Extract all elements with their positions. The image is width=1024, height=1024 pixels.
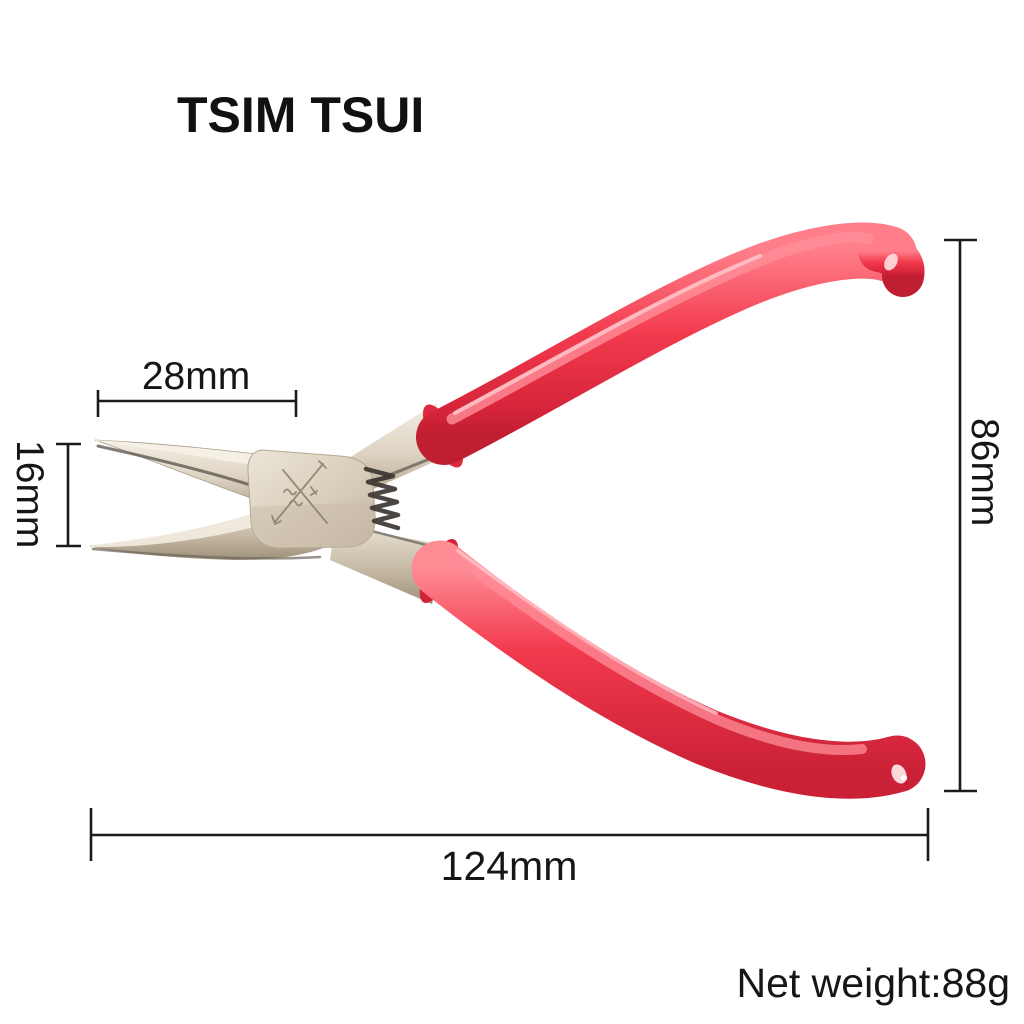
handle-bottom-specular-dot <box>900 774 908 782</box>
dim-line-overall-length <box>89 808 930 861</box>
dim-line-handle-height <box>944 238 977 793</box>
handle-top-sheen-bright <box>453 254 762 415</box>
jaw-top-highlight <box>96 440 295 470</box>
handle-bottom-body <box>411 540 926 799</box>
handle-top-body <box>416 222 917 465</box>
dim-label-jaw-length: 28mm <box>141 355 251 398</box>
jaw-bottom-seam <box>91 547 322 560</box>
dim-label-overall-length: 124mm <box>440 843 578 889</box>
pivot-plate <box>247 449 376 549</box>
dim-label-handle-height: 86mm <box>962 418 1006 527</box>
net-weight-label: Net weight:88g <box>736 960 1010 1006</box>
pivot-plate-shadow <box>251 502 376 548</box>
pivot-engraving <box>271 460 328 526</box>
handle-top-specular <box>884 253 898 271</box>
spring <box>363 466 401 531</box>
brand-title: TSIM TSUI <box>177 87 425 143</box>
dim-line-jaw-length <box>96 390 298 417</box>
dim-line-jaw-opening <box>56 442 81 548</box>
dim-label-jaw-opening: 16mm <box>7 440 51 549</box>
handle-bottom-sheen-bright <box>456 549 718 715</box>
jaw-top-seam <box>96 444 264 491</box>
handle-top <box>416 222 925 468</box>
handle-bottom-sheen <box>450 551 867 755</box>
handle-top-sheen <box>446 231 874 425</box>
handle-top-tip <box>858 230 925 297</box>
handle-bottom <box>411 539 926 799</box>
